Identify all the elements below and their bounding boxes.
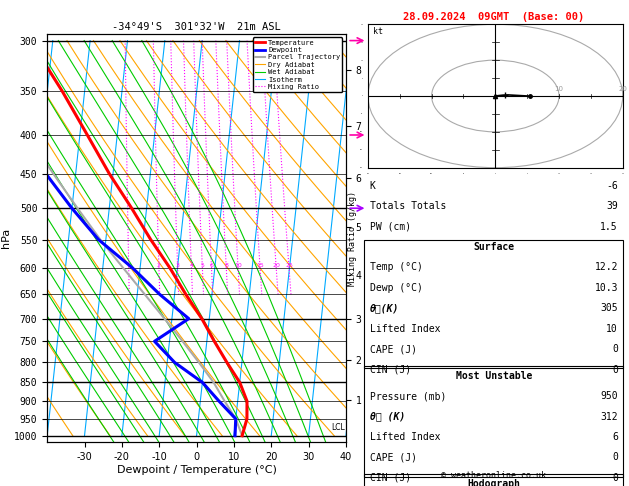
Text: 950: 950 bbox=[600, 391, 618, 401]
Text: 10: 10 bbox=[234, 263, 242, 268]
Text: K: K bbox=[370, 181, 376, 191]
Text: CAPE (J): CAPE (J) bbox=[370, 344, 416, 354]
Text: 4: 4 bbox=[189, 263, 194, 268]
Text: 20: 20 bbox=[272, 263, 280, 268]
Text: CAPE (J): CAPE (J) bbox=[370, 452, 416, 463]
Text: 1.5: 1.5 bbox=[600, 222, 618, 232]
Title: -34°49'S  301°32'W  21m ASL: -34°49'S 301°32'W 21m ASL bbox=[112, 22, 281, 32]
Legend: Temperature, Dewpoint, Parcel Trajectory, Dry Adiabat, Wet Adiabat, Isotherm, Mi: Temperature, Dewpoint, Parcel Trajectory… bbox=[253, 37, 342, 92]
Text: 25: 25 bbox=[285, 263, 293, 268]
Text: 6: 6 bbox=[209, 263, 213, 268]
Y-axis label: km
ASL: km ASL bbox=[370, 42, 388, 64]
Bar bbox=[364, 366, 623, 477]
Text: Hodograph: Hodograph bbox=[467, 479, 520, 486]
Text: Lifted Index: Lifted Index bbox=[370, 324, 440, 334]
Text: 2: 2 bbox=[157, 263, 161, 268]
Text: LCL: LCL bbox=[331, 423, 345, 432]
Text: Lifted Index: Lifted Index bbox=[370, 432, 440, 442]
Text: Dewp (°C): Dewp (°C) bbox=[370, 283, 423, 293]
Text: CIN (J): CIN (J) bbox=[370, 473, 411, 483]
Text: 10: 10 bbox=[606, 324, 618, 334]
Text: CIN (J): CIN (J) bbox=[370, 364, 411, 375]
Text: 10: 10 bbox=[555, 87, 564, 92]
X-axis label: Dewpoint / Temperature (°C): Dewpoint / Temperature (°C) bbox=[116, 465, 277, 475]
Y-axis label: hPa: hPa bbox=[1, 228, 11, 248]
Text: 312: 312 bbox=[600, 412, 618, 422]
Text: PW (cm): PW (cm) bbox=[370, 222, 411, 232]
Text: 0: 0 bbox=[612, 364, 618, 375]
Text: Mixing Ratio (g/kg): Mixing Ratio (g/kg) bbox=[348, 191, 357, 286]
Text: Most Unstable: Most Unstable bbox=[455, 371, 532, 381]
Text: θᴇ(K): θᴇ(K) bbox=[370, 303, 399, 313]
Text: -6: -6 bbox=[606, 181, 618, 191]
Text: 1: 1 bbox=[127, 263, 131, 268]
Text: 10.3: 10.3 bbox=[594, 283, 618, 293]
Text: 0: 0 bbox=[612, 473, 618, 483]
Text: Temp (°C): Temp (°C) bbox=[370, 262, 423, 273]
Text: 6: 6 bbox=[612, 432, 618, 442]
Text: © weatheronline.co.uk: © weatheronline.co.uk bbox=[442, 471, 546, 480]
Text: 0: 0 bbox=[612, 452, 618, 463]
Text: 15: 15 bbox=[256, 263, 264, 268]
Text: Pressure (mb): Pressure (mb) bbox=[370, 391, 446, 401]
Text: 12.2: 12.2 bbox=[594, 262, 618, 273]
Text: 28.09.2024  09GMT  (Base: 00): 28.09.2024 09GMT (Base: 00) bbox=[403, 12, 584, 22]
Text: 3: 3 bbox=[175, 263, 180, 268]
Bar bbox=[364, 474, 623, 486]
Text: 5: 5 bbox=[201, 263, 204, 268]
Text: Surface: Surface bbox=[473, 242, 515, 252]
Text: 39: 39 bbox=[606, 201, 618, 211]
Text: 20: 20 bbox=[618, 87, 627, 92]
Bar bbox=[364, 240, 623, 368]
Text: kt: kt bbox=[373, 27, 383, 36]
Text: Totals Totals: Totals Totals bbox=[370, 201, 446, 211]
Text: 8: 8 bbox=[225, 263, 228, 268]
Text: θᴇ (K): θᴇ (K) bbox=[370, 412, 405, 422]
Text: 305: 305 bbox=[600, 303, 618, 313]
Text: 0: 0 bbox=[612, 344, 618, 354]
